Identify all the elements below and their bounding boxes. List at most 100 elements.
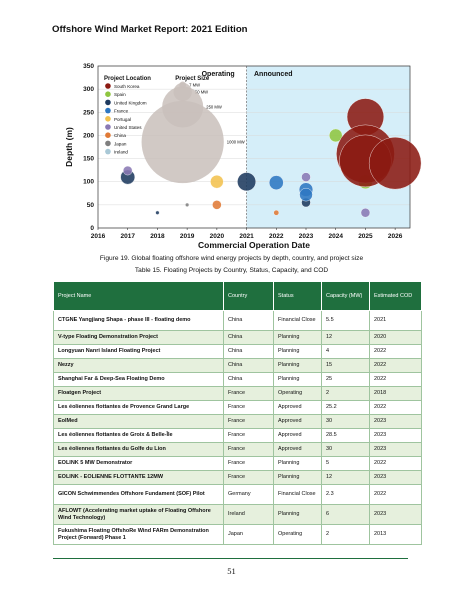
cell-capacity: 30 <box>321 442 370 457</box>
cell-project-name: Fukushima Floating OffshoRe Wind FARm De… <box>53 524 224 545</box>
table-row: Longyuan Nanri Island Floating Project Ch… <box>53 344 422 359</box>
legend-swatch <box>105 148 111 155</box>
cell-capacity: 12 <box>321 470 370 485</box>
data-point <box>123 165 133 176</box>
cell-cod: 2013 <box>369 524 422 545</box>
legend-label: United Kingdom <box>114 100 147 105</box>
cell-status: Approved <box>273 414 322 429</box>
table-row: AFLOWT (Accelerating market uptake of Fl… <box>53 504 422 525</box>
x-tick-label: 2022 <box>269 233 284 240</box>
cell-country: France <box>223 386 274 401</box>
cell-country: Ireland <box>223 504 274 525</box>
cell-cod: 2023 <box>369 414 422 429</box>
x-tick-label: 2017 <box>120 233 135 240</box>
x-tick-label: 2018 <box>150 233 165 240</box>
x-tick-label: 2019 <box>180 233 195 240</box>
cell-status: Financial Close <box>273 310 322 331</box>
data-point <box>185 202 190 207</box>
cell-status: Planning <box>273 372 322 387</box>
chart-container: 0 50 100 150 200 250 300 350 2016 2017 2018 2019 202… <box>0 0 463 260</box>
cell-cod: 2022 <box>369 358 422 373</box>
cell-status: Planning <box>273 504 322 525</box>
y-tick-label: 250 <box>83 109 94 116</box>
cell-capacity: 5 <box>321 456 370 471</box>
operating-region-label: Operating <box>202 71 235 78</box>
table-row: EOLINK 5 MW Demonstrator France Planning 5 2… <box>53 456 422 471</box>
cell-project-name: GICON Schwimmendes Offshore Fundament (S… <box>53 484 224 505</box>
cell-project-name: EOLINK - EOLIENNE FLOTTANTE 12MW <box>53 470 224 485</box>
data-point <box>273 209 280 216</box>
y-tick-label: 0 <box>90 225 94 232</box>
legend-swatch <box>105 107 111 114</box>
legend-swatch <box>105 132 111 138</box>
data-point <box>268 175 284 190</box>
cell-cod: 2021 <box>369 310 422 331</box>
cell-capacity: 4 <box>321 344 370 359</box>
legend-title: Project Location <box>104 76 151 82</box>
col-status-header: Status <box>273 281 322 311</box>
cell-country: China <box>223 344 274 359</box>
cell-status: Approved <box>273 400 322 415</box>
footer-divider <box>53 558 408 560</box>
col-project-name-header: Project Name <box>53 281 224 311</box>
table-row: Fukushima Floating OffshoRe Wind FARm De… <box>53 524 422 545</box>
data-point <box>368 136 422 190</box>
cell-project-name: AFLOWT (Accelerating market uptake of Fl… <box>53 504 224 525</box>
cell-project-name: Les éoliennes flottantes de Provence Gra… <box>53 400 224 415</box>
bubble-chart: 0 50 100 150 200 250 300 350 2016 2017 2018 2019 202… <box>64 63 422 250</box>
legend-swatch <box>105 99 111 106</box>
cell-country: France <box>223 428 274 443</box>
cell-status: Planning <box>273 358 322 373</box>
x-tick-label: 2021 <box>239 233 254 240</box>
table-caption: Table 15. Floating Projects by Country, … <box>134 267 329 274</box>
cell-capacity: 30 <box>321 414 370 429</box>
cell-status: Planning <box>273 344 322 359</box>
cell-status: Operating <box>273 524 322 545</box>
legend-label: Spain <box>114 92 126 97</box>
legend-label: South Korea <box>114 84 140 89</box>
legend-label: Portugal <box>114 117 131 122</box>
table-row: V-type Floating Demonstration Project Chi… <box>53 330 422 345</box>
legend-swatch <box>105 83 111 89</box>
cell-status: Planning <box>273 470 322 485</box>
table-row: Les éoliennes flottantes de Provence Gra… <box>53 400 422 415</box>
size-legend-label: 1000 MW <box>227 140 245 145</box>
table-row: Floatgen Project France Operating 2 2018 <box>53 386 422 401</box>
cell-cod: 2022 <box>369 484 422 505</box>
report-header: Offshore Wind Market Report: 2021 Editio… <box>52 24 248 35</box>
table-row: Les éoliennes flottantes du Golfe du Lio… <box>53 442 422 457</box>
col-capacity-header: Capacity (MW) <box>321 281 370 311</box>
cell-project-name: Les éoliennes flottantes de Groix & Bell… <box>53 428 224 443</box>
cell-cod: 2022 <box>369 400 422 415</box>
cell-project-name: Les éoliennes flottantes du Golfe du Lio… <box>53 442 224 457</box>
size-legend-bubble <box>141 100 224 184</box>
cell-cod: 2022 <box>369 456 422 471</box>
table-row: Les éoliennes flottantes de Groix & Bell… <box>53 428 422 443</box>
data-point <box>210 175 224 189</box>
data-point <box>237 172 256 192</box>
cell-capacity: 25 <box>321 372 370 387</box>
table-row: CTGNE Yangjiang Shapa - phase III - floa… <box>53 310 422 331</box>
legend-swatch <box>105 140 111 147</box>
data-point <box>212 200 222 210</box>
table-row: GICON Schwimmendes Offshore Fundament (S… <box>53 484 422 505</box>
cell-status: Planning <box>273 456 322 471</box>
cell-capacity: 28.5 <box>321 428 370 443</box>
data-point <box>360 208 371 218</box>
cell-country: France <box>223 456 274 471</box>
cell-cod: 2022 <box>369 372 422 387</box>
projects-table: Project Name Country Status Capacity (MW) Es… <box>53 281 422 545</box>
cell-capacity: 6 <box>321 504 370 525</box>
col-cod-header: Estimated COD <box>369 281 422 311</box>
page-number: 51 <box>227 566 236 576</box>
cell-country: France <box>223 442 274 457</box>
cell-capacity: 12 <box>321 330 370 345</box>
x-tick-label: 2016 <box>91 233 106 240</box>
cell-project-name: EOLINK 5 MW Demonstrator <box>53 456 224 471</box>
cell-status: Financial Close <box>273 484 322 505</box>
cell-status: Planning <box>273 330 322 345</box>
data-point <box>155 210 160 215</box>
cell-capacity: 15 <box>321 358 370 373</box>
y-tick-label: 100 <box>83 179 94 186</box>
size-legend-label: 7 MW <box>189 83 200 88</box>
